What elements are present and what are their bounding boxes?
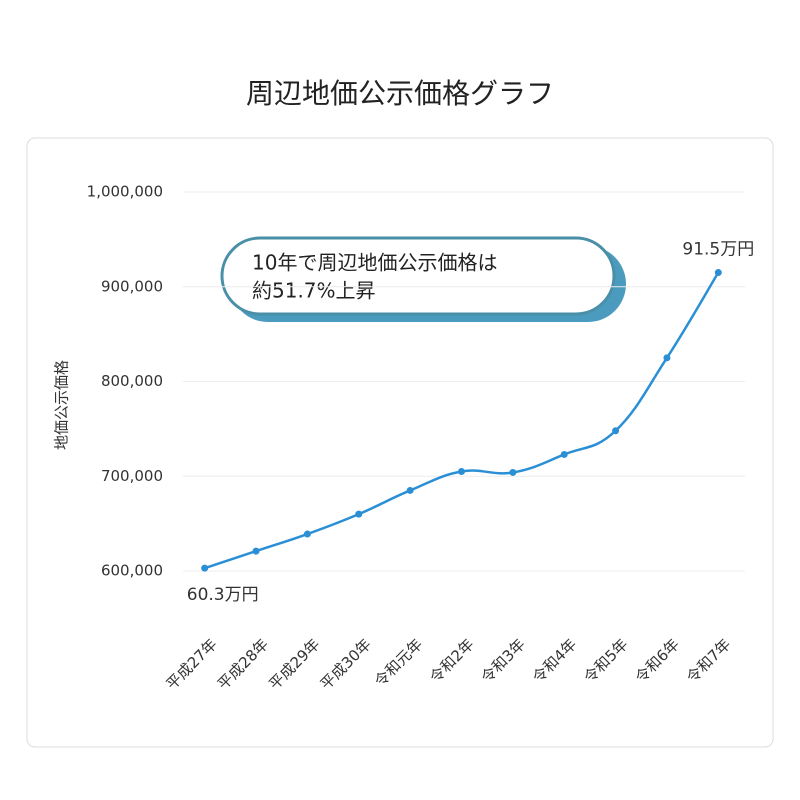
annotation-box [220,236,616,316]
data-label: 91.5万円 [682,240,754,260]
point [355,510,363,518]
point [612,427,620,435]
chart-title: 周辺地価公示価格グラフ [246,77,554,110]
y-axis-title: 地価公示価格 [53,360,71,450]
y-tick-label: 700,000 [101,467,163,485]
point [458,468,465,476]
line [204,271,720,570]
point [509,468,517,476]
y-tick-label: 800,000 [101,372,163,390]
point [303,530,311,538]
point [560,450,568,458]
annotation-text: 10年で周辺地価公示価格は [252,251,497,275]
y-tick-label: 900,000 [101,277,163,295]
point [663,354,671,362]
data-label: 60.3万円 [187,585,259,605]
y-tick-label: 1,000,000 [87,183,163,201]
annotation-text: 約51.7%上昇 [252,279,376,303]
point [714,269,722,277]
point [406,486,414,494]
point [201,564,209,572]
point [252,547,260,555]
y-tick-label: 600,000 [101,562,163,580]
